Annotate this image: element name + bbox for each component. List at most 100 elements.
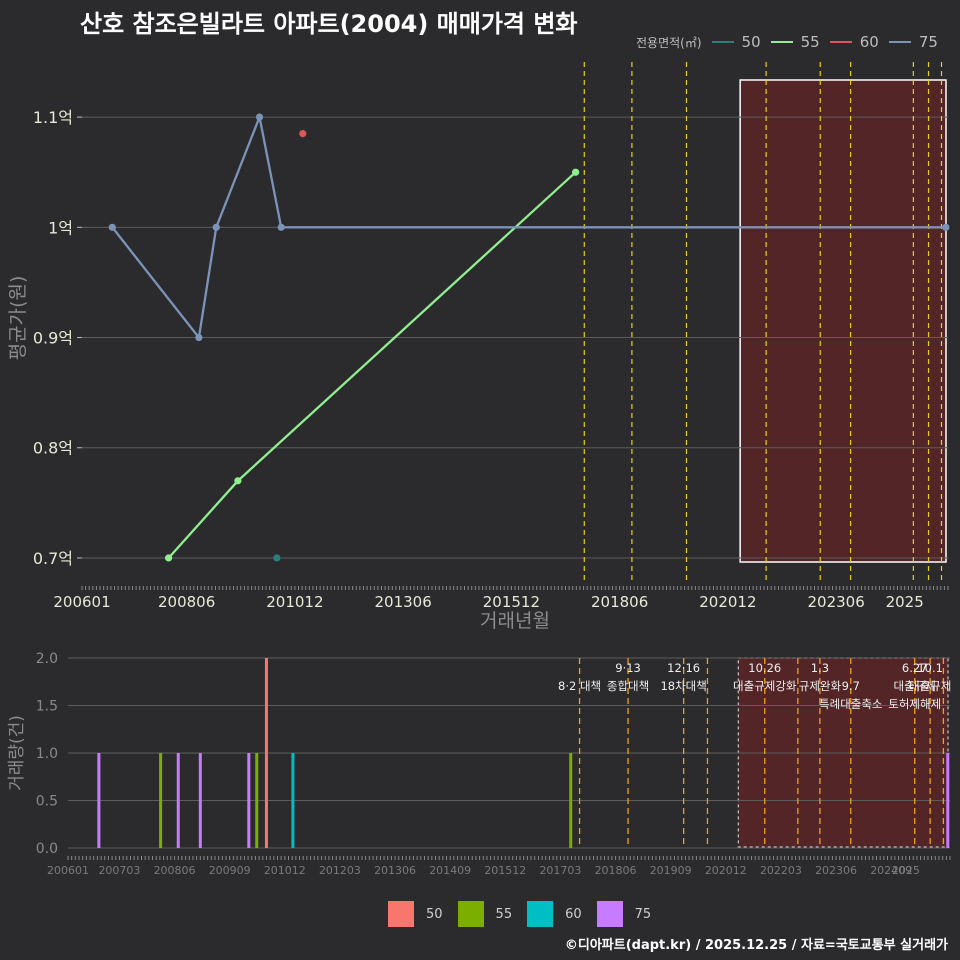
bar-75 (247, 753, 251, 848)
policy-annotation: 종합대책 (607, 679, 649, 693)
y-tick-label: 1.1억 (33, 108, 73, 127)
x-tick-label: 201012 (266, 593, 323, 611)
bar-55 (159, 753, 163, 848)
legend-item-50[interactable]: 50 (711, 33, 761, 51)
data-point-55 (572, 168, 580, 176)
bar-50 (264, 658, 268, 848)
legend-item-60[interactable]: 60 (829, 33, 879, 51)
x-tick-label: 201203 (319, 864, 361, 877)
series-line-55 (167, 171, 577, 559)
x-tick-label: 201703 (539, 864, 581, 877)
legend-item-50[interactable]: 50 (388, 901, 443, 927)
data-point-50 (273, 554, 281, 562)
y-tick-label: 0.9억 (33, 329, 73, 348)
y-tick-label: 0.7억 (33, 549, 73, 568)
y-tick-label: 0.8억 (33, 439, 73, 458)
x-tick-label: 202409 (870, 864, 912, 877)
bar-60 (291, 753, 295, 848)
legend-item-75[interactable]: 75 (596, 901, 652, 927)
volume-legend: 50 55 60 75 (388, 901, 666, 927)
volume-chart: 거래량(건) 0.0 0.5 1.0 1.5 2.0 8·2 대책 9·13 종합대책 12·1… (7, 651, 951, 877)
legend-bar-swatch (596, 901, 623, 927)
bar-75 (97, 753, 101, 848)
legend-line-swatch (770, 41, 793, 43)
y-tick-label: 1억 (48, 218, 73, 237)
x-tick-label: 201512 (484, 864, 526, 877)
legend-bar-swatch (527, 901, 554, 927)
policy-annotation: 12·16 (667, 661, 700, 675)
policy-annotation: 특례대출축소 (819, 697, 882, 711)
x-tick-label: 201306 (375, 593, 432, 611)
source-caption: ©디아파트(dapt.kr) / 2025.12.25 / 자료=국토교통부 실… (564, 938, 948, 953)
legend-bar-swatch (388, 901, 414, 927)
policy-annotation: 10.26 (748, 661, 781, 675)
data-point-75 (255, 113, 264, 121)
legend-label: 60 (859, 33, 879, 51)
x-tick-label: 202306 (815, 864, 857, 877)
data-point-60 (299, 130, 307, 138)
legend-label: 50 (426, 906, 443, 922)
volume-y-axis-label: 거래량(건) (7, 715, 27, 791)
x-tick-label: 200601 (47, 864, 89, 877)
x-tick-label: 2025 (892, 864, 920, 877)
policy-annotation: 대출규제 (894, 679, 936, 693)
x-tick-label: 201806 (591, 593, 648, 611)
legend-label: 55 (495, 906, 513, 922)
data-point-75 (942, 223, 950, 231)
policy-annotation: 9·13 (615, 661, 641, 675)
x-tick-label: 200806 (154, 864, 196, 877)
legend-label: 55 (800, 33, 820, 51)
legend-line-swatch (829, 41, 852, 43)
policy-annotation: 18차대책 (660, 679, 706, 693)
highlight-region (739, 79, 947, 563)
legend-line-swatch (888, 41, 911, 43)
legend-item-55[interactable]: 55 (770, 33, 820, 51)
x-tick-label: 201409 (429, 864, 471, 877)
x-tick-label: 202012 (705, 864, 747, 877)
x-tick-label: 200703 (98, 864, 140, 877)
y-tick-label: 0.0 (36, 841, 58, 857)
data-point-75 (212, 223, 220, 231)
x-tick-label: 201306 (374, 864, 416, 877)
x-tick-label: 202306 (808, 593, 865, 611)
legend-label: 60 (565, 906, 582, 922)
policy-annotation: 9.7 (842, 679, 860, 693)
x-tick-label: 200601 (53, 593, 110, 611)
x-tick-label: 201806 (595, 864, 637, 877)
legend-item-55[interactable]: 55 (457, 901, 513, 927)
data-point-55 (165, 554, 173, 562)
x-tick-label: 202012 (699, 593, 756, 611)
policy-annotation: 10.1 (917, 661, 943, 675)
bar-75 (946, 753, 950, 848)
policy-annotation: 6.27 (902, 661, 928, 675)
policy-annotation: 대출규제강화 (733, 679, 797, 693)
legend-line-swatch (711, 41, 734, 43)
y-tick-label: 1.5 (36, 699, 58, 715)
policy-annotation: 토허제해제 (888, 697, 941, 711)
x-tick-label: 200909 (209, 864, 251, 877)
bar-75 (198, 753, 202, 848)
legend-label: 75 (918, 33, 938, 51)
policy-annotation: 8·2 대책 (558, 679, 601, 693)
legend-label: 75 (634, 906, 652, 922)
data-point-55 (234, 477, 242, 485)
legend-title: 전용면적(㎡) (636, 35, 702, 50)
legend-item-75[interactable]: 75 (888, 33, 938, 51)
policy-annotation: 1.3 (811, 661, 829, 675)
policy-annotation: 규제완화 (799, 679, 842, 693)
series-line-75 (111, 113, 946, 341)
y-tick-label: 2.0 (36, 651, 58, 667)
x-tick-label: 200806 (158, 593, 215, 611)
chart-title: 산호 참조은빌라트 아파트(2004) 매매가격 변화 (80, 10, 578, 38)
legend-bar-swatch (457, 901, 484, 927)
x-tick-label: 201012 (264, 864, 306, 877)
x-tick-label: 201512 (483, 593, 540, 611)
legend-item-60[interactable]: 60 (527, 901, 582, 927)
policy-annotation: 대출규제 (909, 679, 951, 693)
y-tick-label: 0.5 (36, 794, 58, 810)
x-tick-label: 2025 (886, 593, 924, 611)
area-legend: 전용면적(㎡) 50 55 60 75 (636, 32, 948, 52)
bar-55 (569, 753, 573, 848)
price-x-axis-label: 거래년월 (480, 610, 550, 632)
